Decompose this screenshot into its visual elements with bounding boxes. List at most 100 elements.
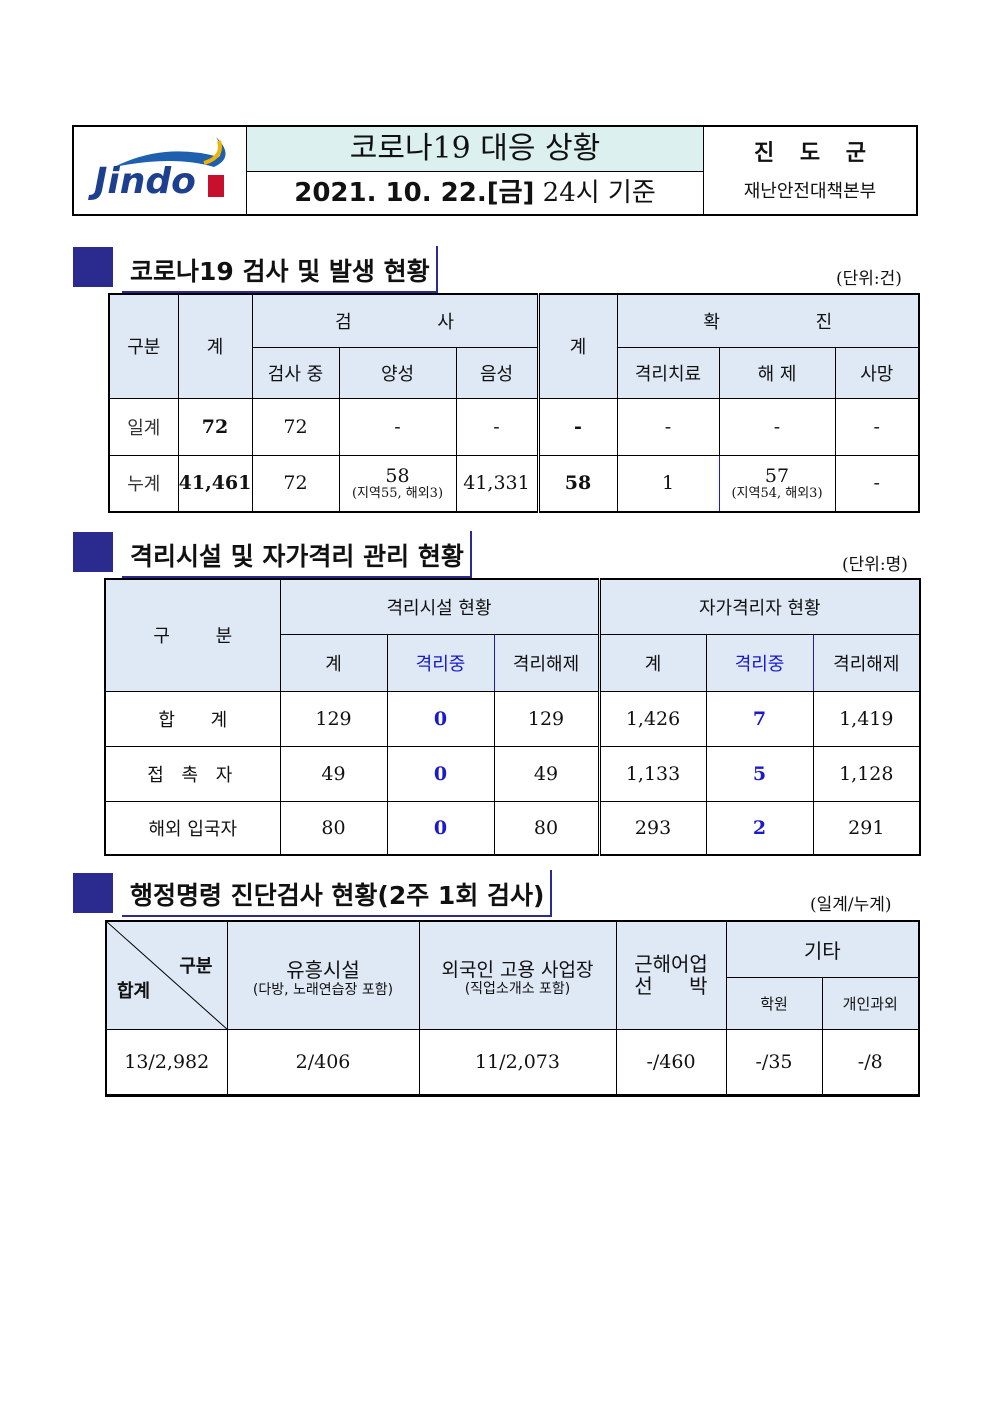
jindo-logo: Jindo (74, 127, 247, 214)
date-cell: 2021. 10. 22.[금] 24시 기준 (247, 172, 704, 214)
cell-negative: 41,331 (455, 454, 539, 513)
date-basis: 24시 기준 (542, 178, 656, 208)
h-corner: 구분 합계 (105, 920, 228, 1030)
section-marker-icon (73, 873, 113, 913)
cell-death: - (834, 454, 920, 513)
h-gubun: 구 분 (104, 578, 281, 692)
cell: 291 (812, 800, 921, 856)
table-row: 해외 입국자 80 0 80 293 2 291 (104, 800, 921, 856)
h-released: 격리해제 (493, 633, 600, 692)
row-label: 접 촉 자 (104, 745, 281, 802)
h-ongoing: 격리중 (705, 633, 814, 692)
h-total: 계 (597, 633, 707, 692)
section-marker-icon (73, 247, 113, 287)
cell: 0 (386, 690, 495, 747)
cell: 1,426 (597, 690, 707, 747)
cell: 1,419 (812, 690, 921, 747)
header-box: Jindo 코로나19 대응 상황 2021. 10. 22.[금] 24시 기… (72, 125, 918, 216)
released-value: 57 (764, 465, 790, 488)
h-negative: 음성 (455, 346, 539, 399)
cell-positive: 58 (지역55, 해외3) (338, 454, 457, 513)
cell-academy: -/35 (725, 1028, 823, 1096)
h-total: 계 (279, 633, 388, 692)
cell: 49 (279, 745, 388, 802)
cell-testing: 72 (251, 397, 340, 456)
h-total2: 계 (536, 293, 618, 399)
h-gubun: 구분 (179, 956, 213, 977)
h-gubun: 구분 (108, 293, 179, 399)
cell: 1,133 (597, 745, 707, 802)
cell-sum: 13/2,982 (105, 1028, 228, 1096)
positive-value: 58 (385, 465, 410, 488)
h-self: 자가격리자 현황 (597, 578, 921, 635)
cell-ent: 2/406 (226, 1028, 420, 1096)
cell: 0 (386, 800, 495, 856)
cell: 49 (493, 745, 600, 802)
table-row: 13/2,982 2/406 11/2,073 -/460 -/35 -/8 (105, 1028, 920, 1096)
cell: 1,128 (812, 745, 921, 802)
section-title: 격리시설 및 자가격리 관리 현황 (122, 531, 472, 578)
table-row: 누계 41,461 72 58 (지역55, 해외3) 41,331 58 1 57 (지역54,… (108, 454, 920, 513)
admin-order-table: 구분 합계 유흥시설 (다방, 노래연습장 포함) 외국인 고용 사업장 (직업소개… (105, 920, 920, 1097)
cell-released: 57 (지역54, 해외3) (718, 454, 836, 513)
cell: 80 (279, 800, 388, 856)
logo-wave-icon (114, 137, 226, 197)
row-label: 누계 (108, 454, 179, 513)
cell-total2: 58 (536, 454, 618, 513)
row-label: 해외 입국자 (104, 800, 281, 856)
title-cell: 코로나19 대응 상황 (247, 127, 704, 172)
cell-death: - (834, 397, 920, 456)
logo-text: Jindo (94, 161, 196, 202)
row-label: 합 계 (104, 690, 281, 747)
cell: 129 (279, 690, 388, 747)
cell: 293 (597, 800, 707, 856)
h-ongoing: 격리중 (386, 633, 495, 692)
h-tutor: 개인과외 (821, 976, 920, 1030)
cell: 80 (493, 800, 600, 856)
cell-positive: - (338, 397, 457, 456)
cell-tutor: -/8 (821, 1028, 920, 1096)
h-sum: 합계 (117, 981, 151, 1002)
section-title: 코로나19 검사 및 발생 현황 (122, 246, 438, 293)
unit-label: (단위:건) (836, 269, 902, 289)
cell-released: - (718, 397, 836, 456)
h-ent: 유흥시설 (다방, 노래연습장 포함) (226, 920, 420, 1030)
positive-breakdown: (지역55, 해외3) (351, 486, 444, 502)
org-name: 진 도 군 (753, 140, 867, 166)
cell: 7 (705, 690, 814, 747)
cell: 2 (705, 800, 814, 856)
cell-testing: 72 (251, 454, 340, 513)
h-death: 사망 (834, 346, 920, 399)
table-row: 접 촉 자 49 0 49 1,133 5 1,128 (104, 745, 921, 802)
released-breakdown: (지역54, 해외3) (731, 486, 823, 502)
h-foreign: 외국인 고용 사업장 (직업소개소 포함) (418, 920, 617, 1030)
h-positive: 양성 (338, 346, 457, 399)
diagonal-line (107, 922, 228, 1030)
h-total: 계 (177, 293, 253, 399)
ent-sub: (다방, 노래연습장 포함) (252, 981, 394, 998)
date: 2021. 10. 22.[금] (294, 178, 535, 208)
h-isolation: 격리치료 (616, 346, 720, 399)
foreign-label: 외국인 고용 사업장 (441, 958, 594, 981)
cell-total: 41,461 (177, 454, 253, 513)
unit-label: (일계/누계) (810, 895, 892, 915)
fish-label: 근해어업 (634, 952, 708, 977)
ent-label: 유흥시설 (286, 957, 360, 982)
h-etc: 기타 (725, 920, 920, 978)
cell: 129 (493, 690, 600, 747)
h-released: 해 제 (718, 346, 836, 399)
dept-name: 재난안전대책본부 (743, 181, 877, 202)
h-facility: 격리시설 현황 (279, 578, 600, 635)
cell: 5 (705, 745, 814, 802)
table-row: 일계 72 72- - - - - - (108, 397, 920, 456)
cell-fish: -/460 (615, 1028, 727, 1096)
cell-isolation: - (616, 397, 720, 456)
cell-isolation: 1 (616, 454, 720, 513)
h-fishing: 근해어업 선 박 (615, 920, 727, 1030)
fish-label2: 선 박 (634, 974, 708, 999)
foreign-sub: (직업소개소 포함) (464, 980, 571, 997)
row-label: 일계 (108, 397, 179, 456)
